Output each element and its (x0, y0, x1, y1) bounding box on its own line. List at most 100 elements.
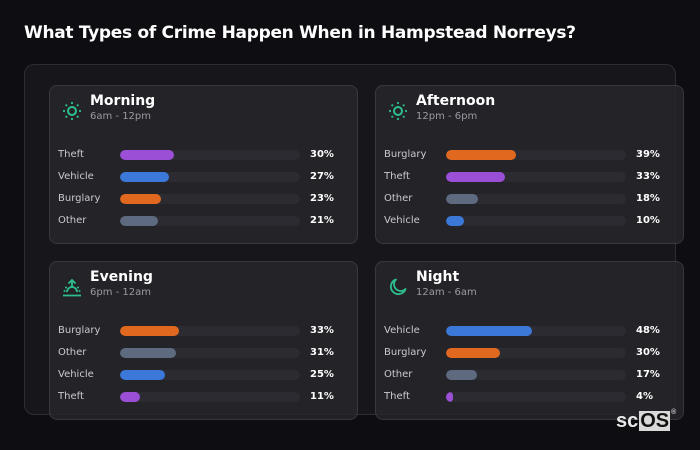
bar-label: Other (384, 369, 413, 380)
bar-track (446, 348, 626, 358)
page-title: What Types of Crime Happen When in Hamps… (24, 23, 576, 43)
bar-fill (120, 172, 169, 182)
bar-track (446, 194, 626, 204)
bar-label: Theft (384, 391, 410, 402)
bar-track (120, 172, 300, 182)
bar-row: Vehicle 25% (58, 367, 353, 389)
bar-track (446, 150, 626, 160)
bar-label: Burglary (58, 325, 101, 336)
bar-track (446, 392, 626, 402)
bar-row: Burglary 30% (384, 345, 679, 367)
bar-track (446, 370, 626, 380)
bar-value: 48% (636, 325, 660, 336)
bar-track (120, 194, 300, 204)
bar-fill (446, 326, 533, 336)
bar-fill (120, 370, 165, 380)
bar-value: 23% (310, 193, 334, 204)
bar-value: 17% (636, 369, 660, 380)
bar-row: Vehicle 10% (384, 213, 679, 235)
bar-fill (446, 348, 500, 358)
bar-fill (120, 326, 180, 336)
bar-label: Other (384, 193, 413, 204)
bar-label: Vehicle (58, 369, 94, 380)
card-evening: Evening 6pm - 12am Burglary 33% Other 31% Ve… (49, 261, 358, 420)
bar-label: Burglary (384, 347, 427, 358)
bar-value: 25% (310, 369, 334, 380)
card-title: Night (416, 269, 460, 285)
bar-fill (120, 216, 158, 226)
bar-track (446, 326, 626, 336)
bar-row: Other 18% (384, 191, 679, 213)
bar-value: 27% (310, 171, 334, 182)
bar-row: Burglary 23% (58, 191, 353, 213)
bar-row: Burglary 39% (384, 147, 679, 169)
bar-fill (446, 172, 506, 182)
bar-list: Burglary 33% Other 31% Vehicle 25% Theft 11% (58, 323, 353, 411)
bar-label: Vehicle (58, 171, 94, 182)
bar-list: Theft 30% Vehicle 27% Burglary 23% Other 21% (58, 147, 353, 235)
bar-list: Vehicle 48% Burglary 30% Other 17% Theft 4% (384, 323, 679, 411)
scos-logo: sc OS ® (616, 409, 677, 432)
bar-track (446, 172, 626, 182)
sun-icon (62, 101, 82, 121)
bar-label: Burglary (384, 149, 427, 160)
sun-icon (388, 101, 408, 121)
bar-value: 18% (636, 193, 660, 204)
bar-row: Other 21% (58, 213, 353, 235)
bar-fill (446, 216, 464, 226)
bar-label: Other (58, 215, 87, 226)
card-title: Morning (90, 93, 156, 109)
card-morning: Morning 6am - 12pm Theft 30% Vehicle 27% Bur… (49, 85, 358, 244)
card-title: Evening (90, 269, 153, 285)
bar-track (120, 326, 300, 336)
bar-track (120, 370, 300, 380)
bar-value: 4% (636, 391, 653, 402)
bar-track (120, 216, 300, 226)
bar-row: Vehicle 48% (384, 323, 679, 345)
bar-fill (446, 392, 454, 402)
bar-label: Vehicle (384, 215, 420, 226)
bar-label: Vehicle (384, 325, 420, 336)
card-time-range: 6pm - 12am (90, 287, 152, 298)
bar-value: 33% (310, 325, 334, 336)
moon-icon (390, 278, 407, 295)
bar-value: 31% (310, 347, 334, 358)
bar-row: Other 31% (58, 345, 353, 367)
bar-value: 30% (636, 347, 660, 358)
bar-label: Burglary (58, 193, 101, 204)
bar-fill (446, 194, 479, 204)
bar-fill (446, 370, 477, 380)
bar-list: Burglary 39% Theft 33% Other 18% Vehicle 10% (384, 147, 679, 235)
bar-value: 39% (636, 149, 660, 160)
bar-row: Other 17% (384, 367, 679, 389)
bar-label: Other (58, 347, 87, 358)
bar-track (120, 392, 300, 402)
sunset-icon (63, 278, 81, 297)
bar-label: Theft (384, 171, 410, 182)
bar-value: 33% (636, 171, 660, 182)
bar-track (446, 216, 626, 226)
bar-track (120, 348, 300, 358)
bar-row: Theft 33% (384, 169, 679, 191)
bar-fill (446, 150, 517, 160)
bar-fill (120, 348, 176, 358)
card-title: Afternoon (416, 93, 496, 109)
bar-row: Burglary 33% (58, 323, 353, 345)
bar-value: 10% (636, 215, 660, 226)
bar-row: Vehicle 27% (58, 169, 353, 191)
card-afternoon: Afternoon 12pm - 6pm Burglary 39% Theft 33%… (375, 85, 684, 244)
bar-row: Theft 11% (58, 389, 353, 411)
bar-label: Theft (58, 149, 84, 160)
bar-fill (120, 150, 174, 160)
card-time-range: 6am - 12pm (90, 111, 152, 122)
bar-label: Theft (58, 391, 84, 402)
bar-value: 30% (310, 149, 334, 160)
bar-row: Theft 4% (384, 389, 679, 411)
bar-fill (120, 392, 140, 402)
bar-value: 21% (310, 215, 334, 226)
bar-fill (120, 194, 162, 204)
bar-track (120, 150, 300, 160)
card-time-range: 12am - 6am (416, 287, 477, 298)
card-time-range: 12pm - 6pm (416, 111, 478, 122)
card-night: Night 12am - 6am Vehicle 48% Burglary 30% Ot… (375, 261, 684, 420)
